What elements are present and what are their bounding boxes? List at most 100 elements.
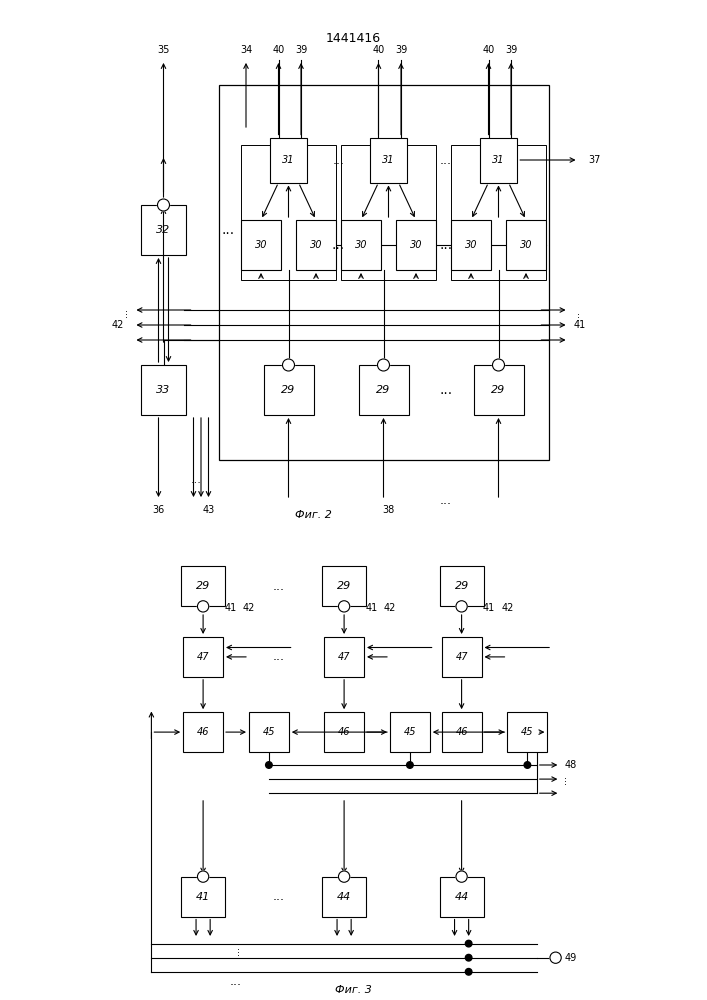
Circle shape [378, 359, 390, 371]
Bar [181, 877, 225, 917]
Text: 43: 43 [202, 505, 215, 515]
Circle shape [407, 762, 413, 768]
Text: 29: 29 [337, 581, 351, 591]
Text: 36: 36 [153, 505, 165, 515]
Bar [324, 712, 364, 752]
Text: ...: ... [440, 383, 452, 397]
Bar [451, 145, 546, 280]
Text: ...: ... [230, 975, 242, 988]
Text: ...: ... [222, 223, 235, 237]
Text: 39: 39 [505, 45, 517, 55]
Bar [324, 637, 364, 677]
Text: 33: 33 [156, 385, 170, 395]
Bar [442, 712, 481, 752]
Bar [440, 566, 484, 606]
Circle shape [465, 940, 472, 947]
Text: 49: 49 [565, 953, 577, 963]
Text: 42: 42 [111, 320, 124, 330]
Text: 30: 30 [355, 240, 367, 250]
Circle shape [339, 871, 350, 882]
Text: 40: 40 [482, 45, 495, 55]
Text: 30: 30 [520, 240, 532, 250]
Bar [341, 145, 436, 280]
Text: 29: 29 [455, 581, 469, 591]
Text: 34: 34 [240, 45, 252, 55]
Circle shape [465, 969, 472, 975]
Bar [249, 712, 289, 752]
Bar [442, 637, 481, 677]
Bar [296, 220, 336, 270]
Text: 31: 31 [282, 155, 295, 165]
Text: 45: 45 [521, 727, 534, 737]
Circle shape [283, 359, 295, 371]
Bar [508, 712, 547, 752]
Text: ...: ... [231, 946, 241, 955]
Circle shape [465, 954, 472, 961]
Text: ...: ... [571, 310, 581, 320]
Bar [480, 137, 518, 182]
Text: Фиг. 3: Фиг. 3 [335, 985, 372, 995]
Text: 40: 40 [272, 45, 285, 55]
Text: 42: 42 [384, 603, 397, 613]
Text: 30: 30 [255, 240, 267, 250]
Text: 47: 47 [455, 652, 468, 662]
Bar [341, 220, 381, 270]
Bar [390, 712, 430, 752]
Bar [451, 220, 491, 270]
Circle shape [339, 601, 350, 612]
Text: 48: 48 [565, 760, 577, 770]
Bar [322, 877, 366, 917]
Text: 29: 29 [196, 581, 210, 591]
Text: 47: 47 [197, 652, 209, 662]
Text: 40: 40 [373, 45, 385, 55]
Text: 38: 38 [382, 505, 395, 515]
Text: 37: 37 [588, 155, 601, 165]
Bar [241, 145, 336, 280]
Text: 31: 31 [492, 155, 505, 165]
Bar [506, 220, 546, 270]
Text: ...: ... [119, 308, 129, 317]
Text: ...: ... [272, 890, 284, 903]
Text: 45: 45 [404, 727, 416, 737]
Bar [322, 566, 366, 606]
Bar [241, 220, 281, 270]
Bar [218, 85, 549, 460]
Text: 31: 31 [382, 155, 395, 165]
Text: Фиг. 2: Фиг. 2 [295, 510, 332, 520]
Bar [264, 365, 313, 415]
Bar [396, 220, 436, 270]
Circle shape [266, 762, 272, 768]
Text: ...: ... [440, 238, 452, 252]
Text: 29: 29 [491, 385, 506, 395]
Text: 29: 29 [376, 385, 391, 395]
Circle shape [456, 871, 467, 882]
Text: ...: ... [272, 580, 284, 593]
Text: 42: 42 [243, 603, 255, 613]
Text: 41: 41 [196, 892, 210, 902]
Text: ...: ... [191, 475, 201, 485]
Bar [270, 137, 308, 182]
Text: 42: 42 [501, 603, 514, 613]
Circle shape [197, 871, 209, 882]
Text: 45: 45 [262, 727, 275, 737]
Text: 44: 44 [455, 892, 469, 902]
Bar [370, 137, 407, 182]
Bar [183, 637, 223, 677]
Text: 47: 47 [338, 652, 351, 662]
Text: 46: 46 [338, 727, 351, 737]
Bar [474, 365, 523, 415]
Bar [440, 877, 484, 917]
Circle shape [456, 601, 467, 612]
Circle shape [158, 199, 170, 211]
Text: 39: 39 [295, 45, 307, 55]
Bar [358, 365, 409, 415]
Text: 35: 35 [158, 45, 170, 55]
Text: 1441416: 1441416 [326, 32, 381, 45]
Bar [141, 365, 186, 415]
Text: 46: 46 [197, 727, 209, 737]
Circle shape [493, 359, 505, 371]
Text: 30: 30 [464, 240, 477, 250]
Text: 41: 41 [573, 320, 586, 330]
Text: 46: 46 [455, 727, 468, 737]
Text: 30: 30 [310, 240, 322, 250]
